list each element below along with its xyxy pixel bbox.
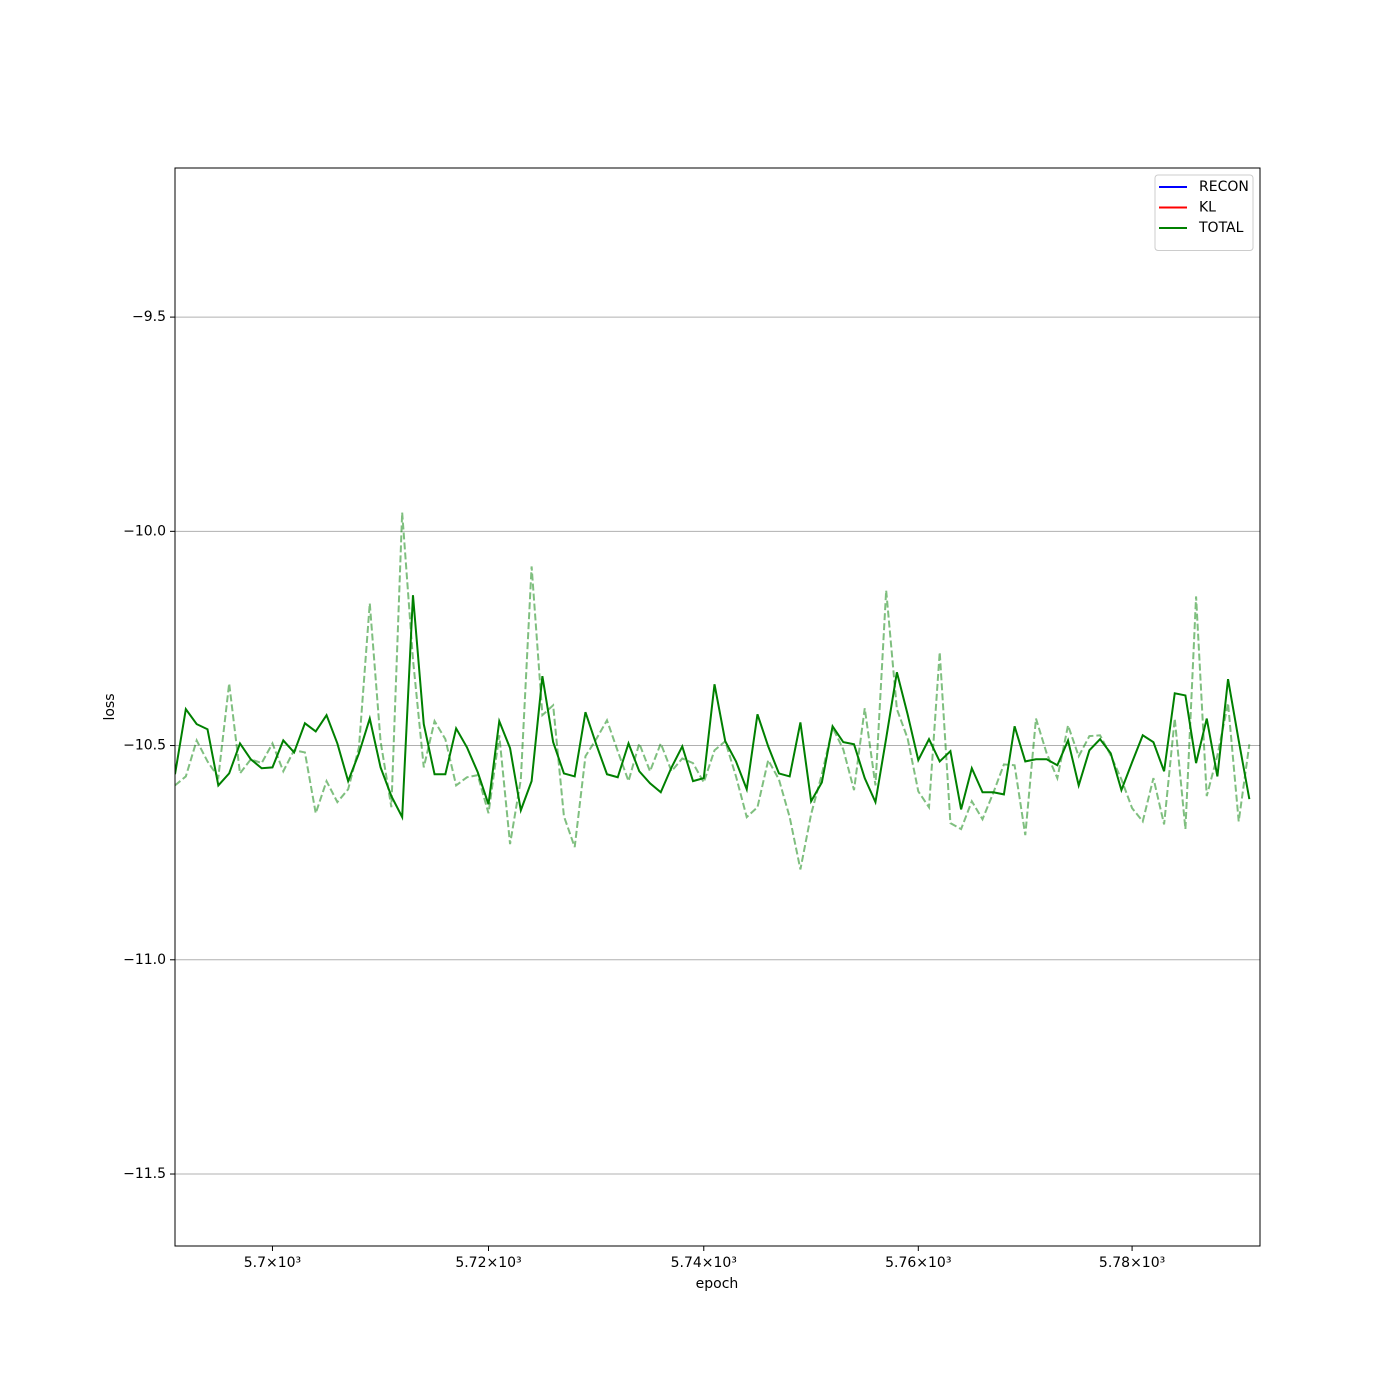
legend-label: RECON (1199, 179, 1249, 195)
x-tick-label: 5.7×10³ (244, 1255, 301, 1271)
data-line (175, 512, 1251, 870)
y-tick-label: −10.0 (123, 523, 166, 539)
x-tick-label: 5.78×10³ (1099, 1255, 1165, 1271)
legend-label: KL (1199, 200, 1216, 216)
plot-frame (174, 167, 1261, 1247)
legend-box (1154, 174, 1254, 251)
legend-label: TOTAL (1198, 220, 1244, 236)
y-tick-label: −11.0 (123, 952, 166, 968)
x-tick-label: 5.76×10³ (885, 1255, 951, 1271)
y-tick-label: −10.5 (123, 738, 166, 754)
x-tick-label: 5.74×10³ (671, 1255, 737, 1271)
y-axis-label: loss (102, 693, 118, 720)
y-tick-label: −9.5 (132, 309, 166, 325)
y-tick-label: −11.5 (123, 1166, 166, 1182)
x-axis-label: epoch (696, 1276, 739, 1292)
x-tick-label: 5.72×10³ (455, 1255, 521, 1271)
data-line (175, 595, 1251, 821)
